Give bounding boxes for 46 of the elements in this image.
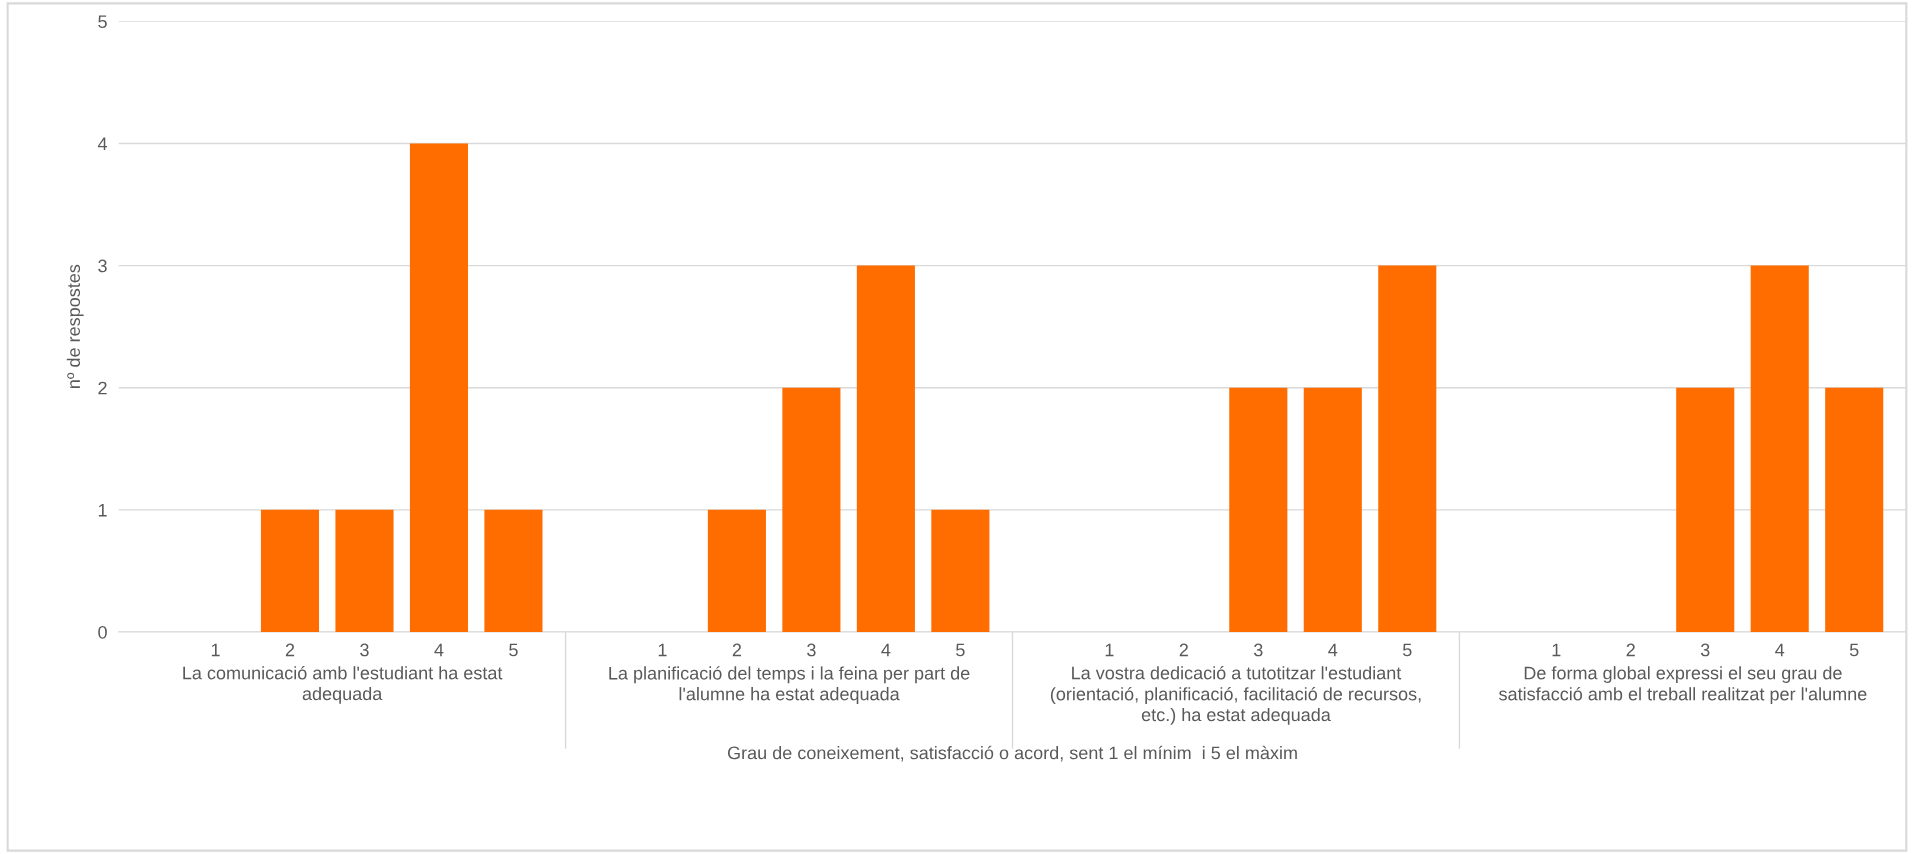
x-tick-label: 2 [732, 643, 742, 657]
bar [1303, 387, 1362, 632]
y-tick-label: 0 [98, 625, 107, 639]
y-tick-label: 4 [97, 137, 108, 151]
bar [335, 509, 394, 632]
y-tick-label: 3 [98, 259, 107, 273]
x-tick-label: 3 [360, 643, 369, 657]
x-tick-label: 1 [658, 643, 667, 657]
x-tick-label: 4 [1328, 643, 1338, 657]
x-tick-label: 2 [1179, 643, 1188, 657]
bar [1750, 265, 1809, 632]
bar [484, 509, 543, 632]
bar [1676, 387, 1735, 632]
x-tick-label: 1 [1552, 643, 1561, 657]
bar [707, 509, 766, 632]
y-tick-label: 1 [98, 503, 107, 517]
bar [1378, 265, 1437, 632]
x-tick-label: 5 [509, 643, 518, 657]
x-tick-label: 5 [956, 643, 965, 657]
x-tick-label: 3 [807, 643, 816, 657]
x-tick-label: 3 [1700, 643, 1710, 657]
bar [782, 387, 841, 632]
bar [260, 509, 320, 632]
x-tick-label: 3 [1253, 643, 1263, 657]
x-tick-label: 5 [1402, 643, 1412, 657]
bar [409, 143, 469, 632]
bar [1229, 387, 1288, 632]
text: La vostra dedicació a tutotitzar l'estudiant (orientació, planificació, facilitació de recursos, etc.) ha estat adequada [1050, 665, 1421, 725]
x-axis-title: Grau de coneixement, satisfacció o acord, sent 1 el mínim i 5 el màxim [727, 745, 1297, 762]
bar [931, 509, 990, 632]
text: La planificació del temps i la feina per part de l'alumne ha estat adequada [609, 666, 970, 704]
y-axis-title: nº de respostes [66, 264, 84, 388]
bar [856, 265, 915, 632]
y-tick-label: 5 [98, 15, 107, 29]
x-tick-label: 1 [1105, 643, 1114, 657]
x-tick-label: 5 [1849, 643, 1859, 657]
bar [1825, 387, 1884, 632]
text: De forma global expressi el seu grau de satisfacció amb el treball realitzat per l'alumne [1499, 666, 1867, 705]
x-tick-label: 1 [211, 643, 220, 657]
x-tick-label: 4 [881, 643, 891, 657]
text: La comunicació amb l'estudiant ha estat adequada [183, 665, 503, 704]
x-tick-label: 4 [1775, 643, 1785, 657]
y-tick-label: 2 [98, 381, 107, 395]
x-tick-label: 2 [1626, 643, 1635, 657]
x-tick-label: 4 [434, 643, 444, 657]
x-tick-label: 2 [285, 643, 295, 657]
